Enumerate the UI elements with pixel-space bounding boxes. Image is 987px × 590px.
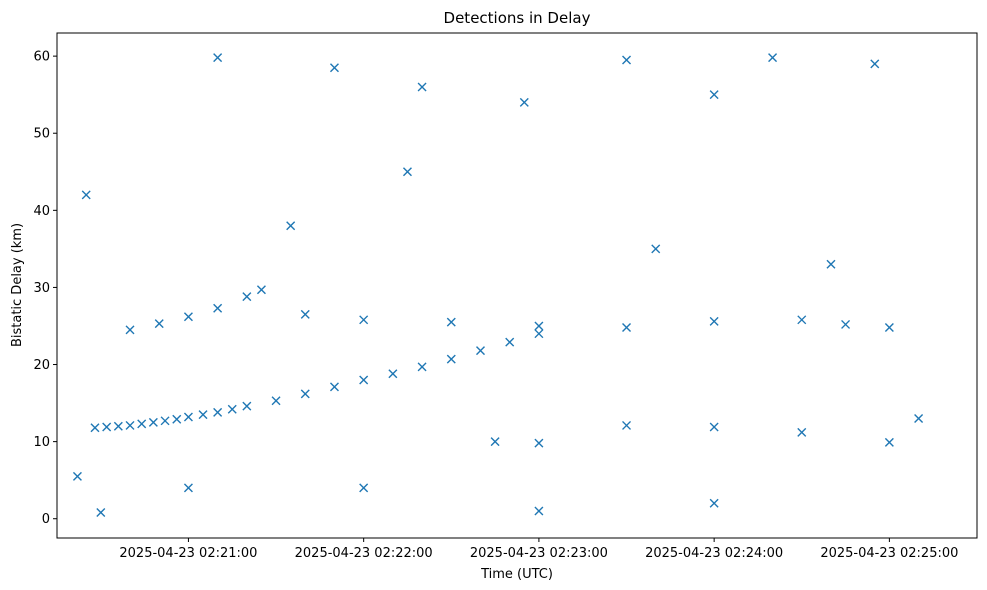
detection-point: [359, 375, 369, 385]
detection-point: [242, 292, 252, 302]
detection-point: [300, 389, 310, 399]
detection-point: [329, 382, 339, 392]
y-tick-label: 60: [33, 50, 50, 65]
detection-point: [113, 421, 123, 431]
detection-point: [148, 417, 158, 427]
chart-title: Detections in Delay: [444, 9, 591, 27]
detection-point: [300, 309, 310, 319]
detection-point: [125, 325, 135, 335]
detection-point: [137, 419, 147, 429]
y-axis-label: Bistatic Delay (km): [10, 223, 25, 347]
detection-point: [183, 412, 193, 422]
detection-point: [329, 63, 339, 73]
detection-point: [227, 404, 237, 414]
detection-point: [490, 437, 500, 447]
detection-point: [826, 259, 836, 269]
detection-point: [183, 483, 193, 493]
detection-point: [198, 410, 208, 420]
detection-point: [709, 498, 719, 508]
x-axis-ticks: 2025-04-23 02:21:00 2025-04-23 02:22:00 20…: [119, 538, 958, 561]
detection-point: [768, 53, 778, 63]
detection-point: [90, 423, 100, 433]
y-tick-label: 0: [42, 512, 50, 527]
plot-frame: [56, 32, 978, 539]
detection-point: [446, 317, 456, 327]
x-tick-label: 2025-04-23 02:22:00: [295, 546, 433, 561]
detection-point: [446, 354, 456, 364]
detection-point: [286, 221, 296, 231]
x-tick-label: 2025-04-23 02:21:00: [119, 546, 257, 561]
detection-point: [534, 329, 544, 339]
detection-point: [213, 407, 223, 417]
detection-point: [402, 167, 412, 177]
detection-point: [359, 483, 369, 493]
y-axis-ticks: 0 10 20 30 40 50 60: [33, 50, 57, 527]
detection-point: [388, 369, 398, 379]
detection-point: [242, 401, 252, 411]
detection-point: [72, 471, 82, 481]
detection-point: [709, 422, 719, 432]
scatter-points: [72, 53, 924, 518]
detection-point: [914, 414, 924, 423]
x-tick-label: 2025-04-23 02:24:00: [645, 546, 783, 561]
detection-point: [622, 420, 632, 430]
detection-point: [125, 420, 135, 430]
detection-point: [154, 319, 164, 329]
detection-point: [709, 316, 719, 326]
y-tick-label: 10: [33, 435, 50, 450]
detection-point: [160, 416, 170, 426]
detection-point: [797, 427, 807, 437]
detection-point: [505, 337, 515, 347]
detection-point: [172, 414, 182, 424]
detection-point: [534, 321, 544, 331]
detection-point: [81, 190, 91, 200]
detection-point: [183, 312, 193, 322]
y-tick-label: 50: [33, 127, 50, 142]
detection-point: [96, 508, 106, 518]
x-axis-label: Time (UTC): [480, 567, 553, 582]
detection-point: [417, 362, 427, 372]
detection-point: [622, 323, 632, 333]
detection-point: [709, 90, 719, 100]
detection-point: [797, 315, 807, 325]
detection-point: [417, 82, 427, 92]
y-tick-label: 20: [33, 358, 50, 373]
detection-point: [870, 59, 880, 69]
detection-point: [841, 319, 851, 329]
detection-point: [884, 323, 894, 333]
detection-point: [651, 244, 661, 254]
detection-point: [475, 346, 485, 356]
detection-point: [884, 437, 894, 447]
detection-point: [519, 97, 529, 107]
x-tick-label: 2025-04-23 02:23:00: [470, 546, 608, 561]
detection-point: [359, 315, 369, 325]
detection-point: [534, 438, 544, 448]
y-tick-label: 40: [33, 204, 50, 219]
detection-point: [102, 422, 112, 432]
detection-point: [256, 285, 266, 295]
detection-point: [213, 303, 223, 313]
detection-point: [622, 55, 632, 65]
y-tick-label: 30: [33, 281, 50, 296]
detection-point: [213, 53, 223, 63]
detection-point: [271, 396, 281, 406]
detection-point: [534, 506, 544, 516]
x-tick-label: 2025-04-23 02:25:00: [820, 546, 958, 561]
